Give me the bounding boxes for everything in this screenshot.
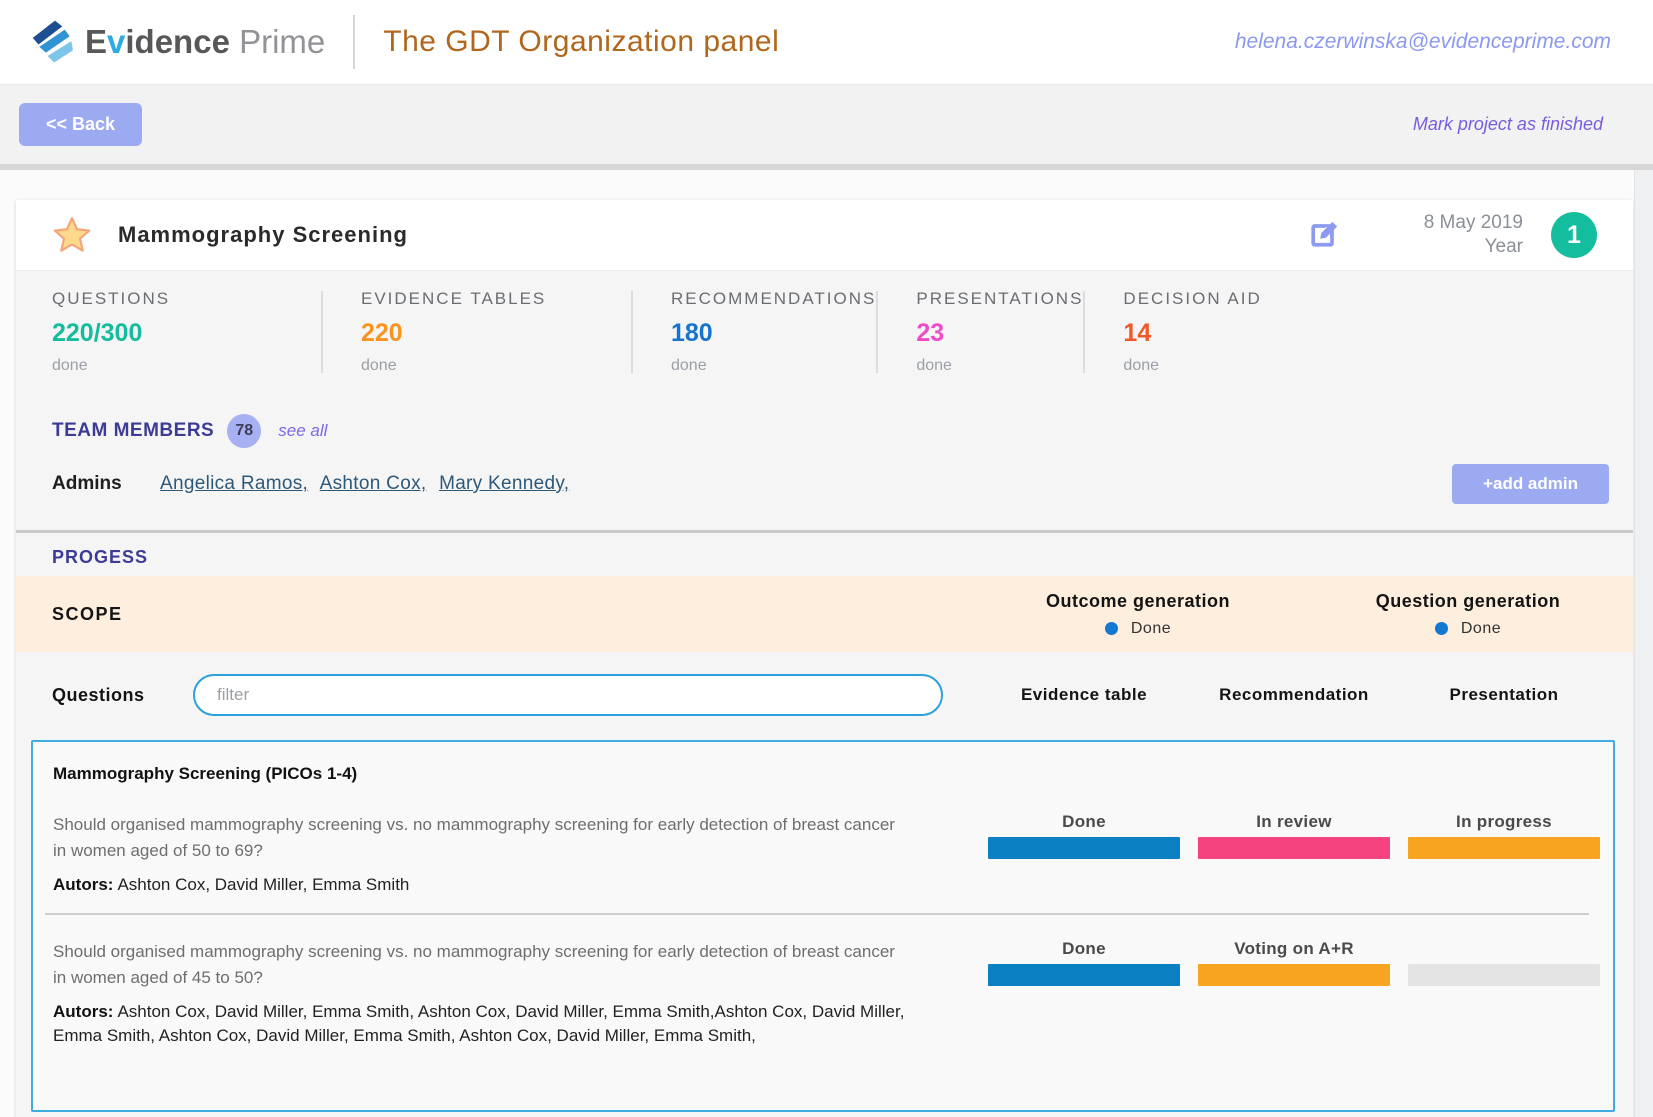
status-bar [1408,964,1600,986]
admin-link[interactable]: Mary Kennedy, [439,473,570,494]
page-title: The GDT Organization panel [383,25,780,58]
brand-name: Evidence Prime [85,23,326,60]
see-all-link[interactable]: see all [278,421,328,440]
year-badge: 1 [1551,212,1597,258]
question-authors: Autors: Ashton Cox, David Miller, Emma Sm… [53,873,928,897]
mark-project-finished-link[interactable]: Mark project as finished [1412,114,1603,134]
status-evidence-table: Done [979,812,1189,859]
question-text: Should organised mammography screening v… [53,942,895,987]
question-authors: Autors: Ashton Cox, David Miller, Emma Sm… [53,1000,928,1048]
section-divider [16,530,1633,533]
brand-v-letter: v [107,23,126,60]
column-presentation: Presentation [1449,685,1559,704]
header-divider [353,15,356,69]
stat-divider [631,290,633,373]
authors-names: Ashton Cox, David Miller, Emma Smith, As… [53,1002,905,1045]
evidence-prime-logo-icon [32,20,73,63]
stat-divider [1083,290,1086,373]
admin-link[interactable]: Ashton Cox, [319,473,427,494]
main-content: Mammography Screening 8 May 2019 Year 1 [0,170,1653,1117]
status-bar [988,964,1180,986]
project-title: Mammography Screening [118,222,408,247]
status-bar [1198,964,1390,986]
project-stats: QUESTIONS 220/300 done EVIDENCE TABLES 2… [16,270,1633,392]
questions-label: Questions [52,684,145,705]
status-bar [1408,837,1600,859]
authors-label: Autors: [53,1002,114,1021]
status-evidence-table: Done [979,939,1189,986]
question-row[interactable]: Should organised mammography screening v… [33,925,1613,1058]
stat-evidence-tables: EVIDENCE TABLES 220 done [361,288,547,374]
project-period: Year [1484,236,1523,257]
team-members-heading: TEAM MEMBERS [52,420,215,441]
question-divider [45,913,1589,915]
project-card-header: Mammography Screening 8 May 2019 Year 1 [16,200,1633,270]
scrollbar-track[interactable] [1634,170,1653,1117]
column-recommendation: Recommendation [1219,685,1369,704]
question-list-wrap: Mammography Screening (PICOs 1-4) Should… [16,740,1633,1117]
authors-label: Autors: [53,875,114,894]
project-card: Mammography Screening 8 May 2019 Year 1 [16,200,1633,1117]
stat-divider [321,290,323,373]
edit-icon [1311,221,1337,247]
back-button[interactable]: << Back [19,103,143,146]
user-email[interactable]: helena.czerwinska@evidenceprime.com [1234,30,1611,53]
stat-recommendations: RECOMMENDATIONS 180 done [671,288,877,374]
stat-questions: QUESTIONS 220/300 done [52,288,171,374]
status-bar [988,837,1180,859]
scope-label: SCOPE [52,603,123,624]
star-icon[interactable] [52,216,92,254]
stat-decision-aid: DECISION AID 14 done [1123,288,1262,374]
status-dot-icon [1104,622,1118,635]
question-text: Should organised mammography screening v… [53,815,895,860]
filter-input[interactable] [193,674,943,716]
project-date: 8 May 2019 [1423,212,1523,233]
admin-links: Angelica Ramos, Ashton Cox, Mary Kennedy… [160,473,576,495]
status-recommendation: In review [1189,812,1399,859]
stat-divider [876,290,879,373]
question-group-title: Mammography Screening (PICOs 1-4) [53,764,358,783]
add-admin-button[interactable]: +add admin [1452,464,1609,504]
scope-row: SCOPE Outcome generation Done Question g… [16,576,1633,652]
authors-names: Ashton Cox, David Miller, Emma Smith [117,875,410,894]
status-presentation: In progress [1399,812,1609,859]
status-bar [1198,837,1390,859]
outcome-generation-status: Outcome generation Done [1045,590,1231,637]
questions-filter-row: Questions Evidence table Recommendation … [16,652,1633,740]
scope-status-text: Done [1460,619,1502,637]
status-recommendation: Voting on A+R [1189,939,1399,986]
column-evidence-table: Evidence table [1020,685,1148,704]
status-dot-icon [1434,622,1448,635]
admins-label: Admins [52,473,122,494]
admin-link[interactable]: Angelica Ramos, [160,473,309,494]
project-date-block: 8 May 2019 Year [1424,211,1523,259]
team-members-section: TEAM MEMBERS 78 see all Admins Angelica … [16,392,1633,530]
scope-status-text: Done [1130,619,1172,637]
evidence-prime-logo: Evidence Prime [27,19,325,65]
toolbar: << Back Mark project as finished [0,85,1653,170]
app-header: Evidence Prime The GDT Organization pane… [0,0,1653,85]
question-row[interactable]: Should organised mammography screening v… [33,798,1613,907]
stat-presentations: PRESENTATIONS 23 done [916,288,1084,374]
question-group-box: Mammography Screening (PICOs 1-4) Should… [31,740,1615,1112]
team-members-count-badge: 78 [227,414,262,448]
edit-project-button[interactable] [1309,219,1339,252]
question-generation-status: Question generation Done [1375,590,1561,637]
question-statuses: Done In review In progress [979,812,1609,859]
status-presentation [1399,939,1609,986]
progress-heading: PROGESS [16,533,1633,576]
question-statuses: Done Voting on A+R [979,939,1609,986]
